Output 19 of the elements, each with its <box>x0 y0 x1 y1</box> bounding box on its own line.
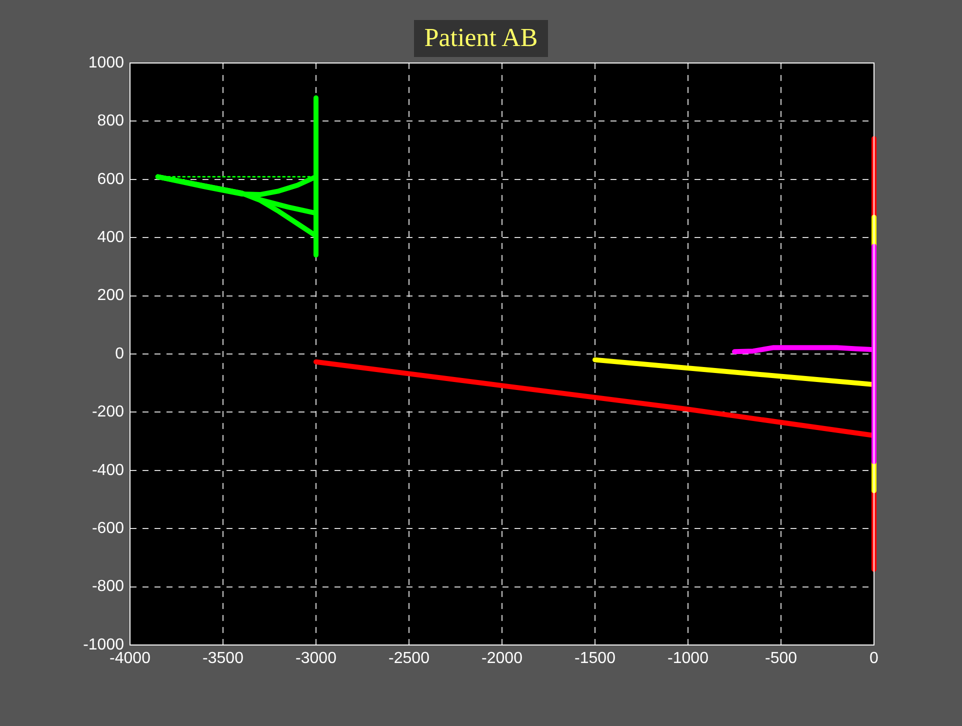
x-tick-label: 0 <box>870 650 879 668</box>
y-tick-label: 800 <box>97 112 124 130</box>
x-tick-label: -1500 <box>574 650 616 668</box>
x-tick-label: -3000 <box>296 650 337 668</box>
x-tick-label: -2000 <box>482 650 523 668</box>
x-tick-label: -3500 <box>202 650 244 668</box>
y-tick-label: -800 <box>92 578 124 596</box>
y-tick-label: -200 <box>92 404 124 421</box>
y-tick-label: 1000 <box>88 54 124 72</box>
x-tick-label: -1000 <box>668 650 709 668</box>
chart-title: Patient AB <box>414 20 548 57</box>
x-tick-label: -2500 <box>388 650 430 668</box>
y-tick-label: 400 <box>97 229 124 246</box>
x-tick-label: -500 <box>764 650 798 668</box>
y-tick-label: 600 <box>97 170 124 188</box>
y-tick-label: -400 <box>92 462 124 479</box>
y-tick-label: 200 <box>97 287 124 304</box>
y-tick-label: 0 <box>115 345 124 362</box>
y-tick-label: -600 <box>92 520 124 538</box>
